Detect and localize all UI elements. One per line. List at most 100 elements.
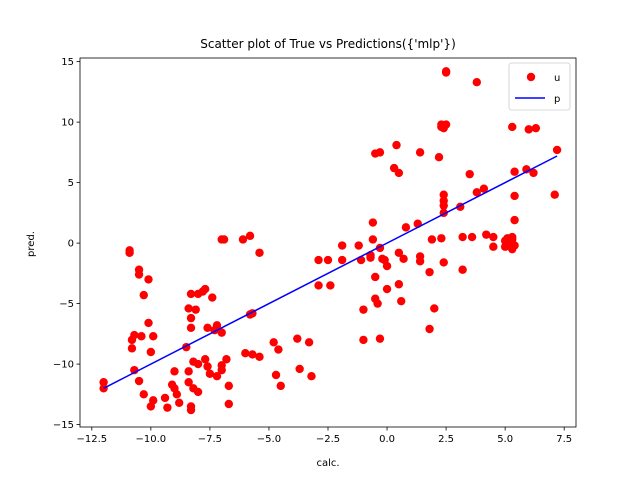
- data-point: [368, 235, 378, 244]
- data-point: [269, 338, 278, 347]
- data-point: [510, 191, 519, 201]
- data-point: [208, 293, 217, 302]
- data-point: [295, 364, 304, 374]
- data-point: [508, 122, 517, 132]
- data-point: [323, 255, 333, 265]
- data-point: [472, 78, 481, 87]
- data-point: [373, 299, 382, 308]
- data-point: [217, 235, 226, 244]
- x-tick-label: −12.5: [76, 434, 107, 445]
- data-point: [371, 272, 380, 282]
- data-point: [510, 241, 519, 250]
- data-point: [529, 168, 538, 178]
- data-point: [382, 284, 392, 294]
- legend-frame: [508, 62, 571, 111]
- data-point: [172, 390, 182, 399]
- data-point: [222, 355, 231, 364]
- data-point: [134, 270, 144, 279]
- data-point: [200, 284, 210, 294]
- data-point: [238, 235, 248, 244]
- data-point: [245, 231, 255, 241]
- data-point: [375, 334, 385, 343]
- data-point: [415, 252, 425, 261]
- data-point: [314, 281, 323, 290]
- data-point: [427, 235, 437, 244]
- data-point: [139, 290, 148, 300]
- x-tick-label: −2.5: [316, 434, 340, 445]
- data-point: [415, 148, 425, 157]
- data-point: [467, 232, 477, 242]
- data-point: [482, 230, 491, 239]
- data-point: [434, 153, 444, 162]
- data-point: [441, 67, 451, 76]
- data-point: [248, 350, 257, 359]
- y-tick-label: −5: [59, 299, 74, 310]
- data-point: [441, 120, 451, 129]
- data-point: [439, 201, 448, 210]
- data-point: [144, 275, 153, 284]
- data-point: [217, 328, 226, 337]
- data-point: [510, 167, 519, 176]
- data-point: [550, 190, 559, 199]
- data-point: [354, 241, 363, 250]
- data-point: [472, 188, 481, 197]
- data-point: [271, 370, 281, 380]
- data-point: [99, 384, 108, 393]
- data-point: [524, 125, 533, 134]
- data-point: [212, 371, 222, 381]
- data-point: [255, 248, 264, 257]
- data-point: [458, 232, 467, 242]
- data-point: [399, 254, 408, 264]
- y-tick-label: 10: [61, 118, 74, 129]
- data-point: [184, 367, 193, 376]
- data-point: [255, 352, 264, 362]
- legend-marker-u: [526, 72, 536, 82]
- data-point: [307, 371, 316, 381]
- data-point: [130, 330, 139, 340]
- data-point: [489, 242, 498, 251]
- data-point: [241, 349, 250, 358]
- data-point: [127, 344, 137, 353]
- x-tick-label: 0.0: [379, 434, 395, 445]
- y-axis-label-group: pred.: [26, 231, 37, 257]
- data-point: [401, 223, 411, 232]
- data-point: [146, 402, 156, 411]
- data-point: [366, 253, 375, 262]
- data-point: [137, 332, 146, 341]
- data-point: [193, 387, 203, 397]
- data-point: [425, 267, 434, 277]
- data-point: [508, 232, 517, 242]
- data-point: [337, 241, 347, 250]
- y-tick-label: 15: [61, 57, 74, 68]
- data-point: [552, 145, 562, 155]
- data-point: [184, 304, 193, 313]
- data-point: [186, 405, 196, 415]
- data-point: [191, 305, 200, 314]
- data-point: [224, 399, 233, 409]
- data-point: [375, 148, 385, 157]
- data-point: [337, 255, 347, 265]
- data-point: [465, 169, 474, 179]
- data-point: [394, 168, 404, 178]
- x-tick-label: −5.0: [257, 434, 281, 445]
- y-tick-label: −10: [53, 360, 74, 371]
- data-point: [144, 318, 153, 328]
- y-tick-label: −15: [53, 420, 74, 431]
- data-point: [200, 355, 210, 364]
- chart-title: Scatter plot of True vs Predictions({'ml…: [200, 37, 456, 51]
- data-point: [175, 398, 184, 407]
- data-point: [146, 347, 156, 357]
- legend-label-u: u: [554, 73, 560, 84]
- data-point: [425, 324, 434, 334]
- data-point: [359, 335, 368, 345]
- data-point: [186, 323, 196, 332]
- data-point: [203, 323, 212, 332]
- y-tick-label: 0: [68, 239, 74, 250]
- data-point: [531, 123, 541, 133]
- data-point: [359, 305, 368, 314]
- data-point: [160, 393, 170, 403]
- data-point: [382, 261, 392, 271]
- data-point: [99, 378, 108, 387]
- y-axis-label: pred.: [26, 231, 37, 257]
